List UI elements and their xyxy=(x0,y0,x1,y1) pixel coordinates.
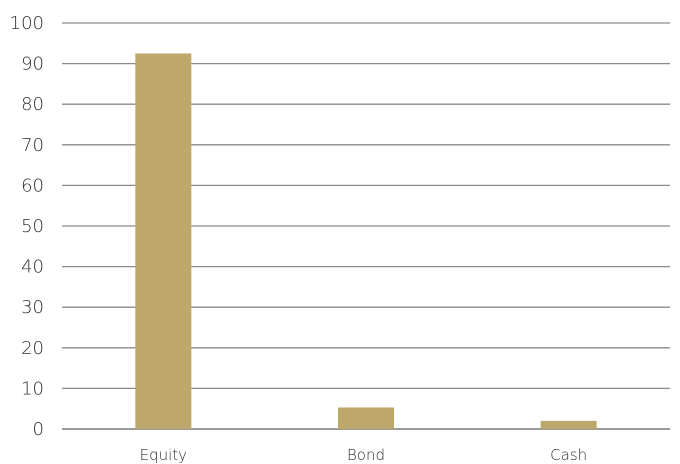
y-tick-label: 70 xyxy=(21,135,44,156)
y-tick-label: 10 xyxy=(21,378,44,399)
bar-cash xyxy=(540,420,597,429)
bar-bond xyxy=(338,407,394,429)
y-tick-label: 100 xyxy=(10,13,44,34)
y-tick-label: 40 xyxy=(21,257,44,278)
bars xyxy=(135,53,597,429)
y-tick-label: 0 xyxy=(33,419,44,440)
x-axis-category-labels: Equity Bond Cash xyxy=(140,446,588,464)
bar-equity xyxy=(135,53,192,429)
y-tick-label: 30 xyxy=(21,297,44,318)
x-tick-label-bond: Bond xyxy=(347,446,385,464)
y-tick-label: 80 xyxy=(21,94,44,115)
y-tick-label: 50 xyxy=(21,216,44,237)
y-tick-label: 20 xyxy=(21,338,44,359)
x-tick-label-cash: Cash xyxy=(550,446,587,464)
x-tick-label-equity: Equity xyxy=(140,446,188,464)
y-tick-label: 60 xyxy=(21,175,44,196)
y-tick-label: 90 xyxy=(21,54,44,75)
y-axis-tick-labels: 0 10 20 30 40 50 60 70 80 90 100 xyxy=(10,13,44,440)
